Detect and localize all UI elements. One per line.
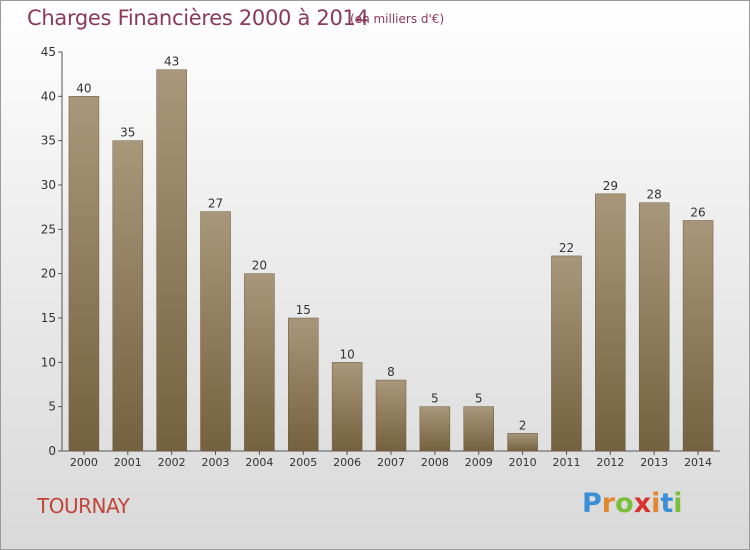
- x-tick-label: 2001: [114, 456, 142, 469]
- y-tick-label: 30: [41, 178, 56, 192]
- y-tick-label: 5: [48, 400, 56, 414]
- bar: [638, 202, 670, 452]
- data-label: 15: [296, 303, 311, 317]
- logo-letter: P: [582, 488, 602, 519]
- bar: [331, 362, 363, 452]
- chart-subtitle: (en milliers d'€): [350, 12, 445, 26]
- y-tick-label: 25: [41, 222, 56, 236]
- bar: [244, 273, 275, 452]
- x-tick-label: 2006: [333, 456, 361, 469]
- data-label: 26: [690, 205, 705, 219]
- bar: [200, 211, 231, 452]
- x-tick-label: 2003: [202, 456, 230, 469]
- data-label: 20: [252, 259, 267, 273]
- data-label: 5: [431, 392, 439, 406]
- data-label: 8: [387, 365, 395, 379]
- data-label: 5: [475, 392, 483, 406]
- data-label: 27: [208, 197, 223, 211]
- logo-letter: r: [601, 488, 616, 519]
- chart-title: Charges Financières 2000 à 2014: [27, 6, 369, 30]
- x-tick-label: 2013: [640, 456, 668, 469]
- x-tick-label: 2004: [245, 456, 273, 469]
- bar: [682, 220, 714, 452]
- data-label: 35: [120, 126, 135, 140]
- data-label: 10: [339, 347, 354, 361]
- data-label: 22: [559, 241, 574, 255]
- bar: [463, 406, 494, 452]
- bar: [112, 140, 144, 452]
- x-tick-label: 2007: [377, 456, 405, 469]
- y-tick-label: 15: [41, 311, 56, 325]
- x-tick-label: 2002: [158, 456, 186, 469]
- bar: [288, 317, 319, 452]
- logo-letter: o: [615, 488, 634, 519]
- data-label: 29: [603, 179, 618, 193]
- bar: [551, 255, 582, 452]
- x-tick-label: 2009: [465, 456, 493, 469]
- y-tick-label: 35: [41, 134, 56, 148]
- x-tick-label: 2012: [596, 456, 624, 469]
- y-tick-label: 0: [48, 444, 56, 458]
- y-tick-label: 45: [41, 45, 56, 59]
- x-tick-label: 2010: [509, 456, 537, 469]
- y-tick-label: 20: [41, 267, 56, 281]
- data-label: 43: [164, 55, 179, 69]
- proxiti-logo: Proxiti: [582, 488, 683, 519]
- data-label: 2: [519, 418, 527, 432]
- x-tick-label: 2008: [421, 456, 449, 469]
- data-label: 40: [76, 81, 91, 95]
- logo-letter: t: [660, 488, 674, 519]
- bar: [156, 69, 187, 452]
- bar: [419, 406, 451, 452]
- data-label: 28: [647, 188, 662, 202]
- bar: [375, 379, 407, 452]
- bar: [68, 96, 100, 452]
- bar: [595, 193, 626, 452]
- y-tick-label: 40: [41, 89, 56, 103]
- y-tick-label: 10: [41, 355, 56, 369]
- bar: [507, 433, 538, 452]
- x-tick-label: 2005: [289, 456, 317, 469]
- place-name: TOURNAY: [37, 494, 130, 518]
- logo-letter: x: [633, 488, 652, 519]
- x-tick-label: 2014: [684, 456, 712, 469]
- x-tick-label: 2000: [70, 456, 98, 469]
- logo-letter: i: [673, 488, 683, 519]
- x-tick-label: 2011: [552, 456, 580, 469]
- logo-letter: i: [651, 488, 661, 519]
